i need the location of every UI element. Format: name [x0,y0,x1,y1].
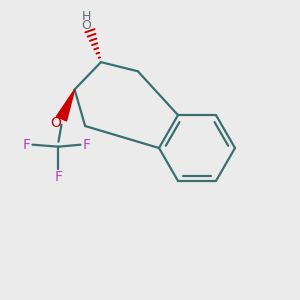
Text: O: O [50,116,61,130]
Text: F: F [55,170,62,184]
Text: O: O [82,19,91,32]
Text: H: H [82,10,91,23]
Polygon shape [56,89,75,121]
Text: F: F [22,138,31,152]
Text: F: F [82,138,91,152]
